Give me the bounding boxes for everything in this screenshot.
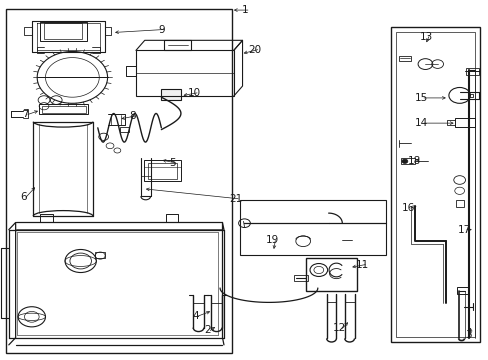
Bar [164,40,191,50]
Text: 16: 16 [401,203,414,213]
Bar [147,163,177,179]
Bar [398,56,410,61]
Bar [40,22,86,41]
Bar [6,9,231,353]
Bar [455,200,463,207]
Bar [456,287,467,294]
Text: 9: 9 [158,24,164,35]
Text: 4: 4 [192,311,199,321]
Bar [95,252,105,258]
Text: 20: 20 [248,45,261,55]
Text: 5: 5 [169,158,176,168]
Text: 15: 15 [414,93,427,103]
Bar [294,275,307,281]
Text: 7: 7 [22,109,29,120]
Text: 21: 21 [228,194,242,204]
Bar [120,127,128,132]
Text: 3: 3 [464,330,471,340]
Text: 14: 14 [414,118,427,128]
Text: 10: 10 [188,88,201,98]
Text: 17: 17 [457,225,470,235]
Text: 11: 11 [355,260,369,270]
Text: 2: 2 [204,325,211,336]
Bar [41,106,85,113]
Bar [239,200,386,255]
Bar [395,32,474,337]
Bar [454,118,474,127]
Bar [136,50,233,96]
Text: 19: 19 [265,235,279,246]
Text: 13: 13 [419,32,432,42]
Text: 12: 12 [332,323,346,333]
Text: 1: 1 [242,5,248,15]
Text: 8: 8 [129,111,136,121]
Text: 6: 6 [20,192,27,202]
Bar [161,89,181,100]
Text: 18: 18 [407,156,421,166]
Circle shape [401,159,407,163]
Bar [39,104,88,114]
Bar [465,68,478,75]
Bar [44,23,82,39]
Bar [144,160,181,181]
Bar [305,258,356,291]
Bar [400,158,414,164]
Bar [390,27,479,342]
